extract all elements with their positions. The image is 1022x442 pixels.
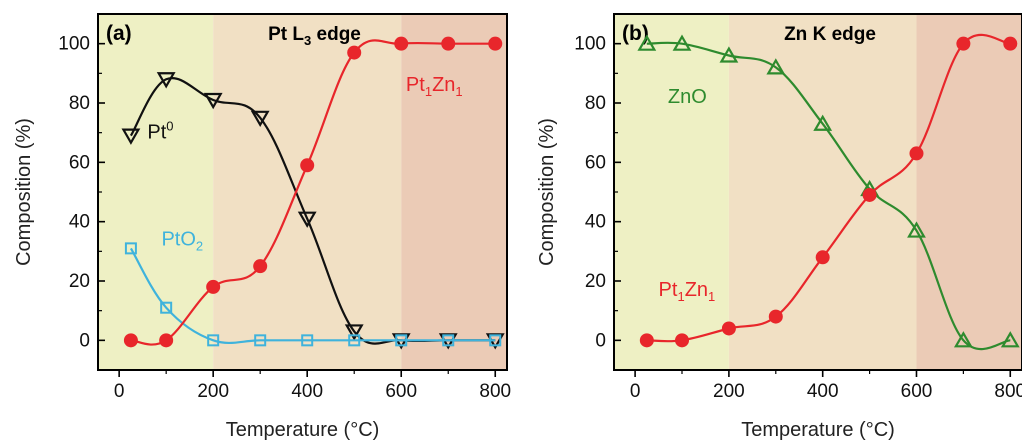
x-tick-label: 600: [385, 381, 417, 402]
background-bands: [614, 14, 1022, 370]
data-point-pt-1-8: [1003, 36, 1018, 51]
x-axis-title: Temperature (°C): [226, 419, 380, 441]
y-axis-title: Composition (%): [13, 118, 35, 266]
data-point-pt-0-0: [121, 128, 141, 145]
data-point-pto-1-6: [395, 334, 408, 347]
temperature-band-1: [614, 14, 729, 370]
chart-panel-a: 0 20 40 60 80 100 0 200 400 600 800 Temperature (°C…: [13, 13, 511, 441]
data-point-pto-1-8: [489, 334, 502, 347]
series-label: Pt1Zn1: [406, 74, 463, 99]
data-point-pt-2-1: [159, 333, 174, 348]
series-line-zno-0: [646, 41, 1011, 351]
x-axis-title: Temperature (°C): [741, 419, 895, 441]
y-tick-label: 60: [69, 152, 90, 173]
y-tick-label: 40: [69, 212, 90, 233]
series-line-pto-1: [129, 247, 496, 344]
data-point-pt-0-1: [156, 72, 176, 89]
data-point-pto-1-4: [301, 334, 314, 347]
y-axis-title: Composition (%): [536, 118, 558, 266]
data-point-pt-1-4: [815, 250, 830, 265]
data-point-pt-1-0: [639, 333, 654, 348]
data-point-pto-1-5: [348, 334, 361, 347]
y-tick-label: 80: [585, 93, 606, 114]
temperature-band-3: [401, 14, 507, 370]
y-tick-label: 20: [585, 271, 606, 292]
data-point-zno-0-6: [907, 221, 926, 238]
data-point-zno-0-4: [813, 114, 833, 131]
x-tick-label: 800: [479, 381, 511, 402]
x-tick-label: 400: [807, 381, 839, 402]
temperature-band-1: [98, 14, 214, 370]
x-tick-label: 0: [630, 381, 641, 402]
data-point-pto-1-3: [254, 334, 267, 347]
chart-panel-b: 0 20 40 60 80 100 0 200 400 600 800 Temperature (°C…: [536, 13, 1022, 441]
y-tick-label: 40: [585, 212, 606, 233]
data-point-pt-0-3: [250, 110, 270, 128]
data-point-zno-0-7: [953, 331, 973, 348]
edge-title: Pt L3 edge: [268, 24, 361, 48]
data-point-pt-2-5: [347, 45, 362, 60]
panel-label: (b): [622, 22, 649, 45]
data-point-pto-1-7: [442, 334, 455, 347]
data-point-pt-0-2: [203, 92, 223, 110]
x-tick-label: 600: [901, 381, 933, 402]
data-point-pt-0-5: [344, 324, 364, 341]
x-tick-label: 200: [197, 381, 229, 402]
series-layer: [637, 33, 1020, 351]
panel-label: (a): [106, 22, 132, 45]
y-tick-label: 80: [69, 93, 90, 114]
x-tick-label: 400: [291, 381, 323, 402]
x-tick-label: 0: [114, 381, 125, 402]
data-point-pt-2-4: [300, 158, 315, 173]
data-point-pt-2-3: [253, 259, 268, 274]
data-point-zno-0-3: [766, 58, 786, 75]
data-point-pto-1-1: [160, 301, 173, 314]
data-point-pt-1-7: [956, 36, 971, 51]
temperature-band-3: [916, 14, 1022, 370]
data-point-pt-2-6: [394, 36, 409, 51]
series-line-pt-1: [646, 33, 1011, 343]
y-tick-label: 20: [69, 271, 90, 292]
series-label: Pt1Zn1: [659, 279, 716, 304]
y-tick-label: 100: [58, 34, 90, 55]
y-tick-label: 0: [595, 330, 606, 351]
data-point-pt-2-2: [206, 279, 221, 294]
temperature-band-2: [728, 14, 917, 370]
data-point-pt-1-5: [862, 187, 877, 202]
data-point-pto-1-2: [207, 334, 220, 347]
data-point-pt-2-7: [441, 36, 456, 51]
background-bands: [98, 14, 507, 370]
series-layer: [121, 36, 505, 350]
data-point-zno-0-1: [672, 34, 692, 51]
x-tick-label: 200: [713, 381, 745, 402]
y-tick-label: 100: [574, 34, 606, 55]
data-point-pt-1-1: [675, 333, 689, 348]
temperature-band-2: [213, 14, 402, 370]
data-point-pto-1-0: [124, 242, 137, 255]
data-point-pt-2-8: [488, 36, 503, 51]
data-point-pt-1-2: [721, 321, 736, 336]
data-point-zno-0-0: [637, 34, 657, 51]
y-tick-label: 60: [585, 152, 606, 173]
x-tick-label: 800: [994, 381, 1022, 402]
data-point-zno-0-8: [1000, 331, 1020, 348]
data-point-pt-2-0: [123, 333, 138, 348]
data-point-zno-0-2: [719, 46, 739, 63]
y-tick-label: 0: [79, 330, 90, 351]
data-point-pt-0-4: [297, 211, 317, 228]
data-point-pt-1-6: [909, 146, 924, 161]
data-point-pt-1-3: [768, 309, 783, 324]
series-label: ZnO: [668, 86, 707, 108]
edge-title: Zn K edge: [784, 24, 876, 45]
